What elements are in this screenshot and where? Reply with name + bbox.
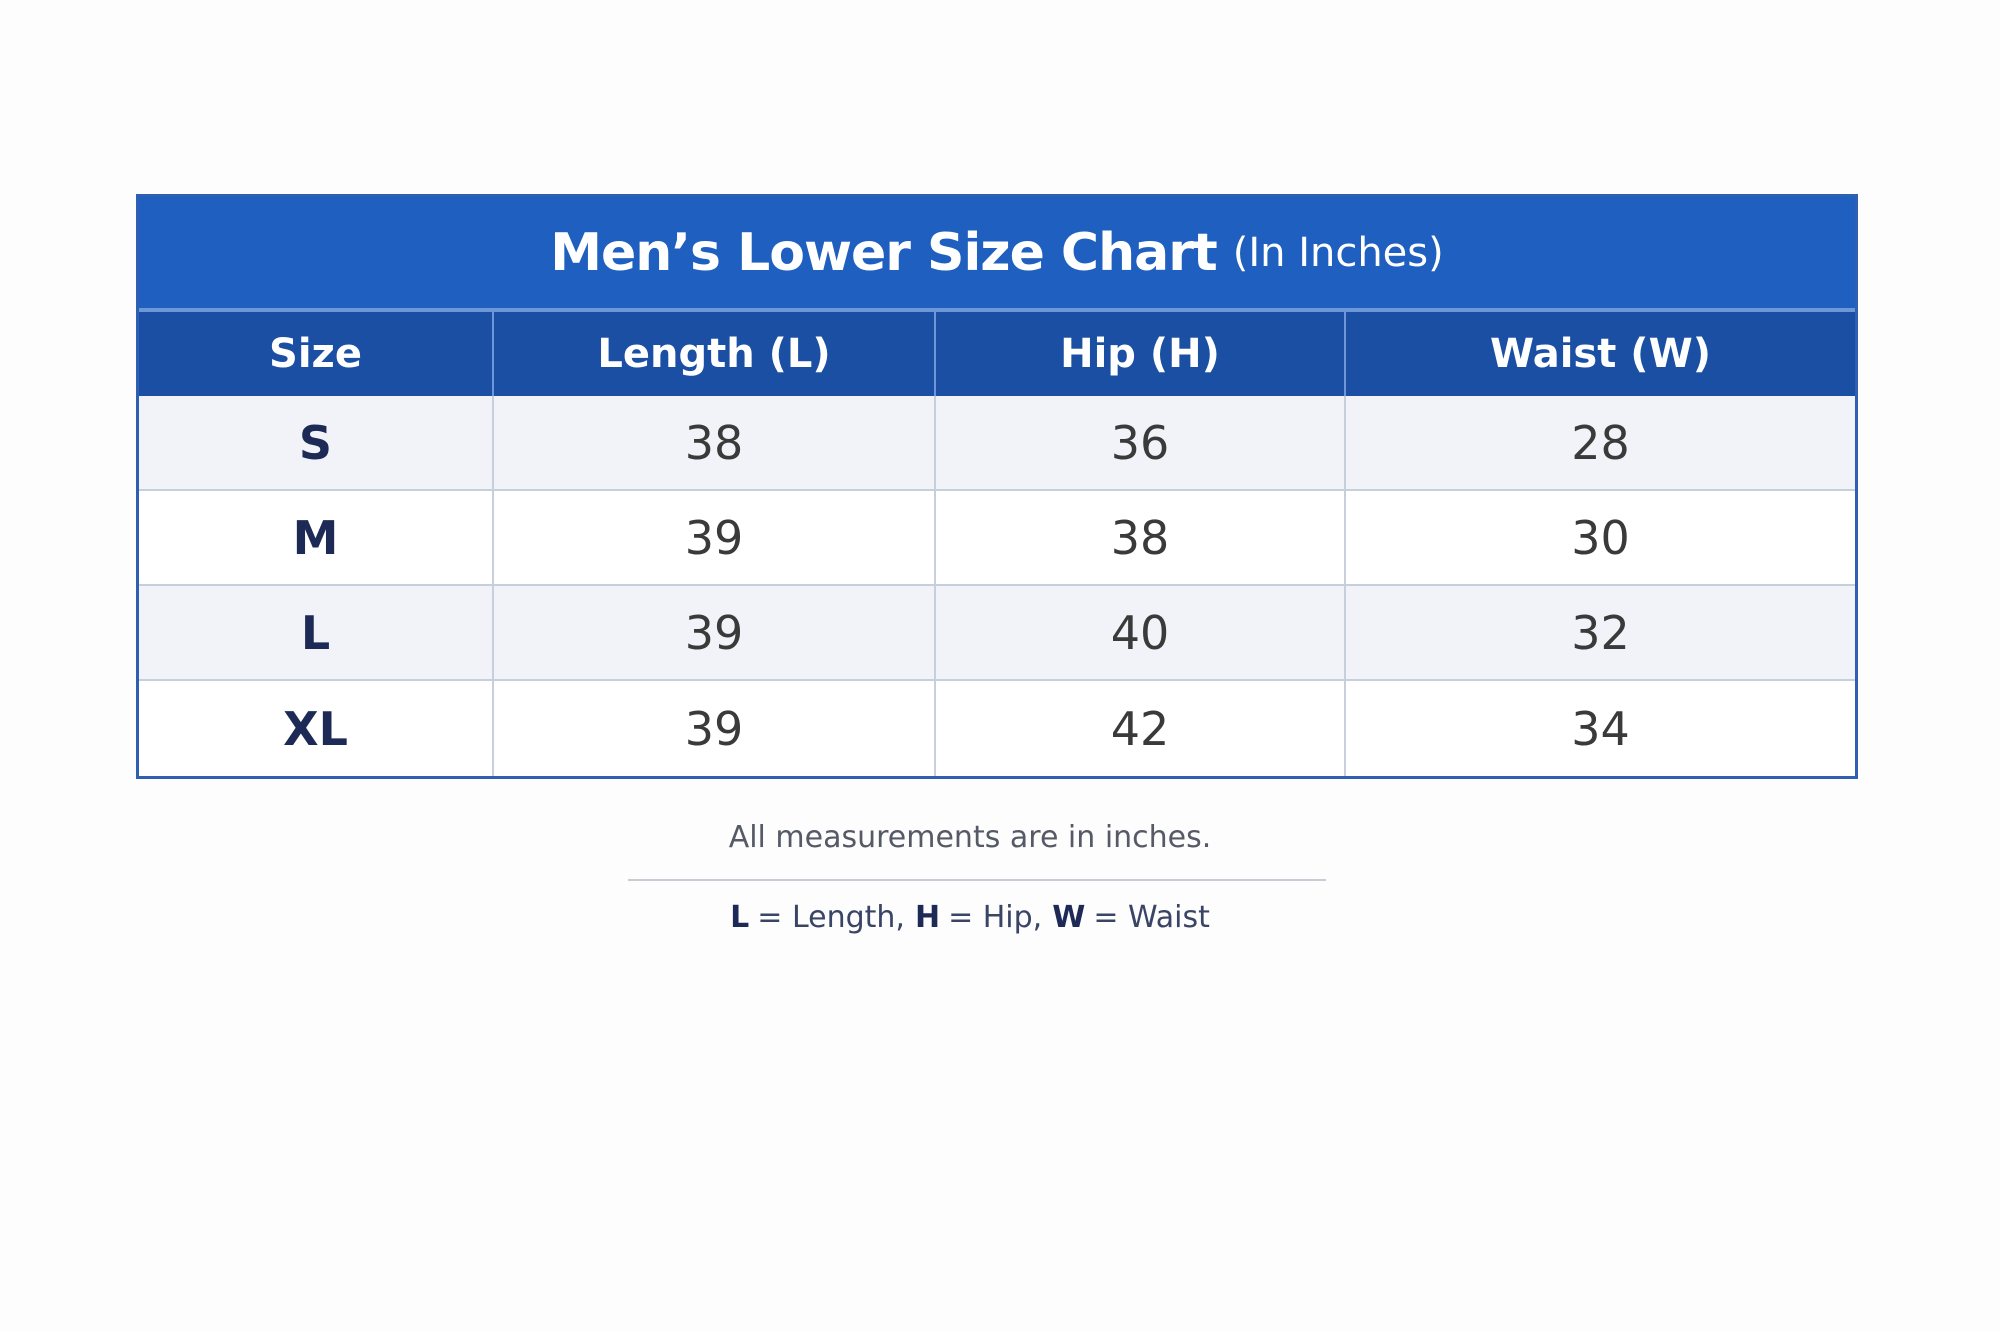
legend-text: = Hip,	[948, 900, 1043, 935]
legend-item: L = Length,	[730, 900, 905, 935]
table-cell: 42	[936, 681, 1346, 776]
table-row: M 39 38 30	[139, 491, 1855, 586]
legend-text: = Length,	[757, 900, 905, 935]
header-row: Size Length (L) Hip (H) Waist (W)	[139, 312, 1855, 396]
table-cell: XL	[139, 681, 494, 776]
table-cell: M	[139, 491, 494, 586]
header-cell: Size	[139, 312, 494, 396]
table-cell: 39	[494, 681, 936, 776]
legend: L = Length, H = Hip, W = Waist	[0, 900, 1940, 935]
legend-key: H	[914, 900, 941, 935]
divider	[628, 879, 1326, 881]
legend-item: W = Waist	[1052, 900, 1210, 935]
table-cell: 36	[936, 396, 1346, 491]
legend-item: H = Hip,	[915, 900, 1042, 935]
title-band: Men’s Lower Size Chart (In Inches)	[139, 197, 1855, 312]
table-cell: 40	[936, 586, 1346, 681]
table-cell: 32	[1346, 586, 1855, 681]
table-cell: 30	[1346, 491, 1855, 586]
title: Men’s Lower Size Chart	[550, 222, 1217, 283]
table-cell: 39	[494, 491, 936, 586]
table-cell: S	[139, 396, 494, 491]
header-cell: Length (L)	[494, 312, 936, 396]
table-row: S 38 36 28	[139, 396, 1855, 491]
table-cell: 39	[494, 586, 936, 681]
note: All measurements are in inches.	[728, 820, 1212, 855]
table-row: XL 39 42 34	[139, 681, 1855, 776]
table: Size Length (L) Hip (H) Waist (W) S 38 36 28 M 39…	[139, 312, 1855, 776]
table-cell: 38	[494, 396, 936, 491]
legend-key: W	[1052, 900, 1086, 935]
table-cell: 38	[936, 491, 1346, 586]
table-cell: L	[139, 586, 494, 681]
legend-key: L	[730, 900, 750, 935]
header-cell: Hip (H)	[936, 312, 1346, 396]
table-cell: 34	[1571, 701, 1630, 756]
size-chart: Men’s Lower Size Chart (In Inches) Size L…	[136, 194, 1858, 779]
legend-text: = Waist	[1093, 900, 1210, 935]
table-cell: 28	[1346, 396, 1855, 491]
header-cell: Waist (W)	[1346, 312, 1855, 396]
table-row: L 39 40 32	[139, 586, 1855, 681]
subtitle: (In Inches)	[1232, 229, 1444, 276]
